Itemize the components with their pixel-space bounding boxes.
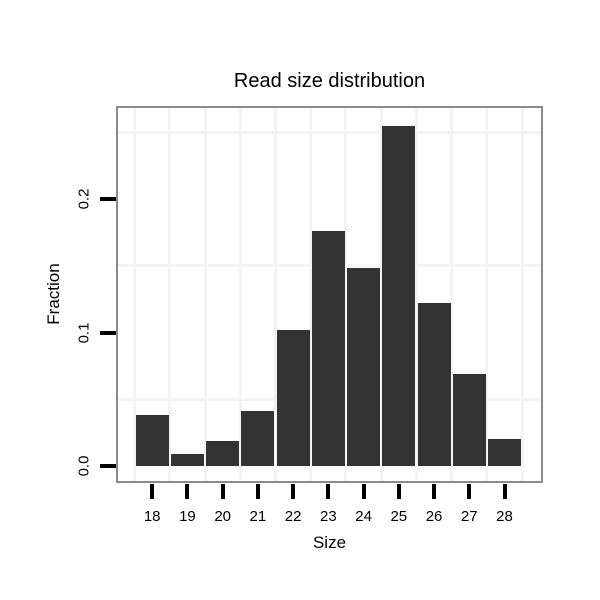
x-tick-label: 24 <box>355 508 372 525</box>
x-tick <box>467 484 472 499</box>
bar-size-21 <box>241 411 275 466</box>
gridline-minor-vertical <box>414 108 418 481</box>
gridline-minor-vertical <box>133 108 137 481</box>
x-tick <box>291 484 296 499</box>
bar-size-22 <box>276 329 310 466</box>
bar-size-26 <box>417 303 451 466</box>
x-tick-label: 26 <box>425 508 443 525</box>
gridline-minor-vertical <box>379 108 383 481</box>
chart-title: Read size distribution <box>233 70 426 92</box>
bar-size-24 <box>347 268 381 466</box>
x-tick <box>396 484 401 499</box>
gridline-minor-vertical <box>274 108 277 481</box>
y-tick <box>100 330 116 335</box>
y-axis-title: Fraction <box>44 263 63 325</box>
x-tick-label: 27 <box>460 508 478 525</box>
bar-size-27 <box>452 373 486 466</box>
x-tick-label: 23 <box>320 508 337 525</box>
gridline-minor-vertical <box>168 108 172 481</box>
x-tick-label: 21 <box>249 508 267 525</box>
x-tick-label: 19 <box>179 508 196 525</box>
gridline-minor-vertical <box>485 108 489 481</box>
gridline-minor-vertical <box>450 108 454 481</box>
bar-size-18 <box>135 415 169 466</box>
bar-size-19 <box>170 453 204 466</box>
gridline-minor-vertical <box>344 108 348 481</box>
x-tick <box>432 484 437 499</box>
x-tick <box>150 484 155 499</box>
x-tick-label: 22 <box>284 508 302 525</box>
x-axis-title: Size <box>312 533 347 552</box>
y-tick-label: 0.1 <box>75 322 93 343</box>
x-tick <box>361 484 366 499</box>
y-tick <box>100 197 116 201</box>
x-tick-label: 25 <box>390 508 408 525</box>
bar-size-28 <box>488 439 521 466</box>
y-tick <box>100 464 116 468</box>
bar-size-20 <box>206 440 240 466</box>
x-tick-label: 20 <box>214 508 231 525</box>
x-tick-label: 28 <box>496 508 513 525</box>
bar-size-23 <box>311 231 345 466</box>
y-tick-label: 0.0 <box>75 455 93 477</box>
x-tick <box>502 484 507 499</box>
x-tick <box>220 484 225 499</box>
x-tick-label: 18 <box>143 508 161 525</box>
x-tick <box>255 484 260 499</box>
x-tick <box>185 484 190 499</box>
gridline-minor-vertical <box>238 108 242 481</box>
x-tick <box>326 484 331 499</box>
gridline-minor-vertical <box>520 108 524 481</box>
bar-size-25 <box>382 125 416 466</box>
gridline-minor-vertical <box>309 108 313 481</box>
gridline-minor-horizontal <box>118 130 541 134</box>
y-tick-label: 0.2 <box>75 188 93 210</box>
gridline-minor-vertical <box>203 108 207 481</box>
plot-panel <box>116 106 543 483</box>
